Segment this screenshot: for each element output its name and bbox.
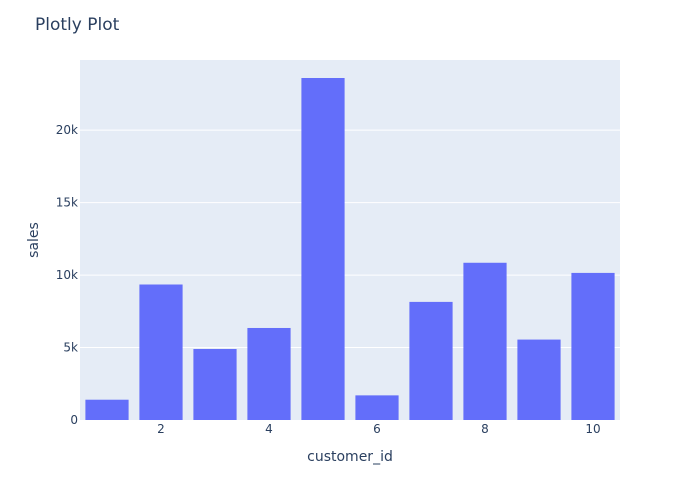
y-axis-ticks: 0 5k 10k 15k 20k: [56, 123, 78, 427]
y-tick-label: 20k: [56, 123, 78, 137]
bar-customer-5[interactable]: [301, 77, 345, 421]
x-tick-label: 4: [265, 422, 273, 436]
x-tick-label: 2: [157, 422, 165, 436]
x-axis-title: customer_id: [307, 449, 393, 465]
bar-customer-1[interactable]: [85, 399, 129, 420]
bar-customer-6[interactable]: [355, 395, 399, 420]
bar-customer-7[interactable]: [409, 301, 453, 420]
y-tick-label: 5k: [63, 341, 78, 355]
bar-customer-2[interactable]: [139, 284, 183, 420]
bar-customer-4[interactable]: [247, 327, 291, 420]
bar-customer-9[interactable]: [517, 339, 561, 420]
y-axis-title: sales: [26, 222, 42, 258]
bar-customer-8[interactable]: [463, 262, 507, 420]
bars: [85, 77, 615, 421]
bar-customer-10[interactable]: [571, 272, 615, 420]
y-tick-label: 15k: [56, 196, 78, 210]
x-tick-label: 10: [585, 422, 600, 436]
x-tick-label: 8: [481, 422, 489, 436]
y-tick-label: 0: [70, 413, 78, 427]
x-tick-label: 6: [373, 422, 381, 436]
y-tick-label: 10k: [56, 268, 78, 282]
x-axis-ticks: 2 4 6 8 10: [157, 422, 600, 436]
chart-title: Plotly Plot: [35, 15, 120, 35]
bar-customer-3[interactable]: [193, 348, 237, 420]
